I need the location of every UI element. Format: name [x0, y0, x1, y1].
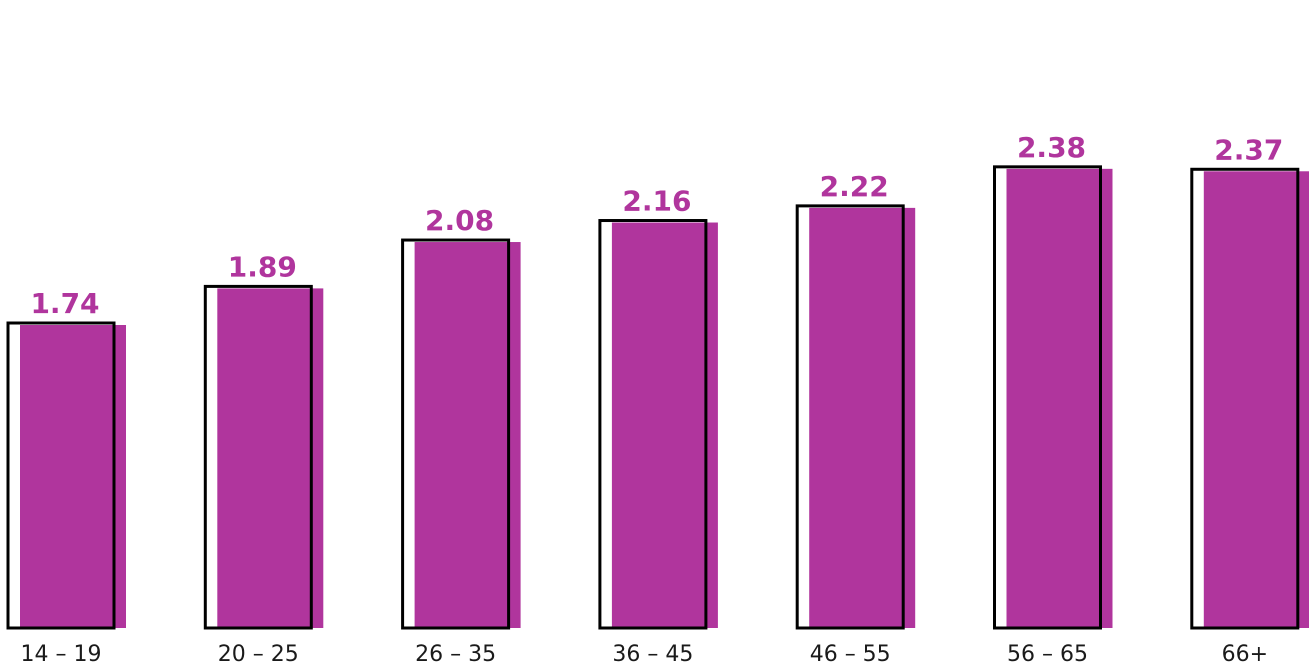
x-tick-label-1: 14 – 19 — [21, 642, 102, 666]
data-label-4: 2.16 — [622, 185, 691, 218]
bar-5 — [809, 207, 916, 628]
bar-3 — [414, 242, 521, 629]
bar-2 — [217, 288, 324, 628]
bar-outline-6 — [993, 165, 1102, 630]
data-label-6: 2.38 — [1017, 131, 1086, 164]
x-tick-label-3: 26 – 35 — [415, 642, 496, 666]
data-label-7: 2.37 — [1214, 133, 1283, 166]
bar-outline-5 — [795, 204, 905, 630]
bar-6 — [1006, 168, 1113, 628]
data-label-5: 2.22 — [820, 170, 889, 203]
data-label-3: 2.08 — [425, 204, 494, 237]
x-tick-label-5: 46 – 55 — [810, 642, 891, 666]
bar-outline-3 — [401, 238, 511, 630]
bar-outline-2 — [203, 284, 313, 630]
bar-outline-7 — [1190, 167, 1300, 630]
data-label-2: 1.89 — [228, 250, 297, 283]
x-tick-label-7: 66+ — [1222, 642, 1268, 666]
bar-outline-4 — [598, 219, 708, 630]
data-label-1: 1.74 — [30, 287, 99, 320]
bar-4 — [611, 222, 718, 628]
x-tick-label-4: 36 – 45 — [612, 642, 693, 666]
x-tick-label-6: 56 – 65 — [1007, 642, 1088, 666]
x-tick-label-2: 20 – 25 — [218, 642, 299, 666]
bar-outline-1 — [6, 321, 116, 630]
bar-1 — [20, 325, 126, 628]
bar-7 — [1203, 171, 1309, 628]
